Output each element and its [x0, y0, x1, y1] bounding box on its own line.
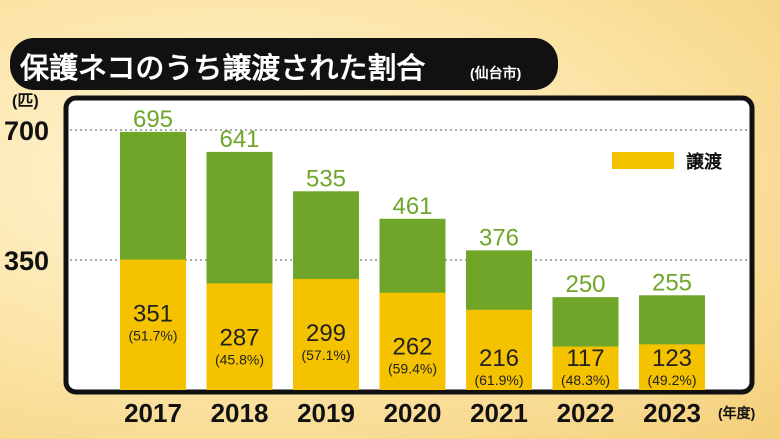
x-tick-label: 2018: [211, 398, 269, 428]
total-label: 250: [565, 271, 605, 298]
bar-transfer: [206, 283, 273, 390]
legend-label: 譲渡: [686, 151, 723, 172]
percent-label: (61.9%): [474, 372, 523, 388]
x-tick-label: 2023: [643, 398, 701, 428]
transfer-label: 117: [566, 345, 604, 372]
total-label: 376: [479, 224, 519, 251]
bar-transfer: [379, 292, 446, 390]
transfer-label: 299: [306, 320, 346, 347]
transfer-label: 287: [219, 324, 259, 351]
bar-transfer: [552, 346, 619, 390]
bar-transfer: [293, 278, 359, 390]
bar-transfer: [120, 259, 186, 390]
title-banner: [10, 38, 558, 90]
x-tick-label: 2019: [297, 398, 355, 428]
total-label: 641: [219, 126, 259, 153]
percent-label: (45.8%): [215, 351, 264, 367]
percent-label: (51.7%): [128, 328, 177, 344]
y-tick-label: 350: [4, 246, 49, 276]
y-tick-label: 700: [4, 116, 49, 146]
percent-label: (57.1%): [301, 347, 350, 363]
bar-transfer: [639, 344, 705, 390]
legend-swatch: [612, 152, 674, 169]
y-axis-unit: (匹): [12, 92, 39, 110]
total-label: 461: [392, 193, 432, 220]
x-tick-label: 2022: [557, 398, 615, 428]
bar-transfer: [466, 309, 532, 390]
total-label: 695: [133, 106, 173, 133]
percent-label: (59.4%): [388, 361, 437, 377]
percent-label: (49.2%): [647, 372, 696, 388]
chart-subtitle: (仙台市): [470, 65, 521, 81]
x-tick-label: 2021: [470, 398, 528, 428]
total-label: 255: [652, 269, 692, 296]
x-axis-unit: (年度): [718, 405, 755, 421]
transfer-label: 351: [133, 301, 173, 328]
x-tick-label: 2020: [384, 398, 442, 428]
total-label: 535: [306, 165, 346, 192]
percent-label: (48.3%): [561, 372, 610, 388]
transfer-label: 262: [392, 334, 432, 361]
transfer-label: 216: [479, 345, 519, 372]
transfer-label: 123: [652, 345, 692, 372]
chart-title: 保護ネコのうち譲渡された割合: [19, 51, 425, 85]
x-tick-label: 2017: [124, 398, 182, 428]
